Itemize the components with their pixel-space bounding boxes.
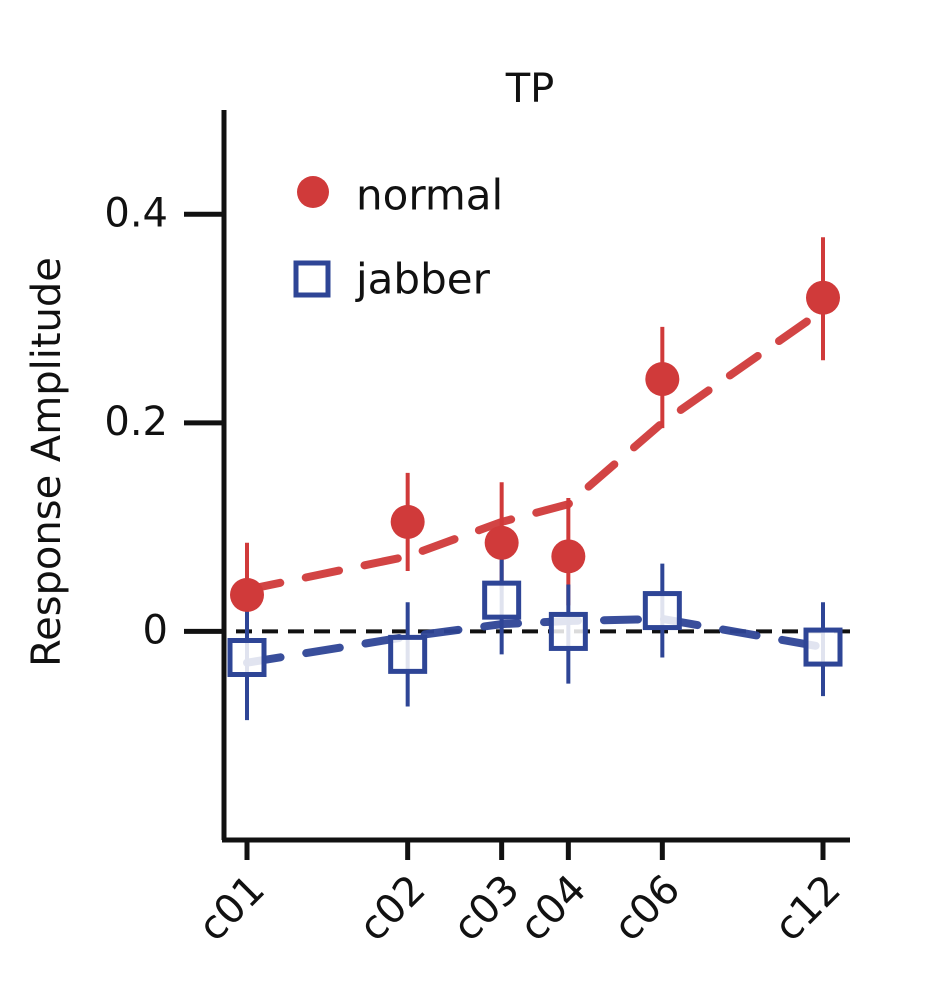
legend-label-normal: normal [356, 171, 503, 220]
y-axis: 0 0.2 0.4 [104, 110, 227, 840]
data-point-normal [230, 577, 264, 612]
x-tick-label: c01 [190, 866, 274, 950]
legend: normal jabber [293, 171, 503, 304]
data-point-normal [551, 539, 586, 574]
y-tick-label: 0 [143, 607, 168, 653]
data-point-jabber [388, 634, 428, 674]
data-points [227, 280, 843, 677]
legend-marker-normal [297, 176, 329, 208]
chart-title: TP [505, 66, 555, 112]
y-tick-label: 0.2 [104, 399, 168, 445]
data-point-jabber [482, 580, 522, 620]
x-tick-label: c02 [350, 866, 434, 950]
y-tick-label: 0.4 [104, 190, 168, 236]
data-point-jabber [227, 638, 267, 677]
fit-lines [243, 306, 827, 667]
x-tick-label: c03 [444, 866, 528, 950]
data-point-jabber [548, 611, 588, 651]
data-point-normal [390, 504, 425, 539]
legend-marker-jabber [293, 260, 331, 298]
data-point-normal [806, 280, 840, 315]
x-tick-label: c12 [766, 866, 850, 950]
legend-label-jabber: jabber [355, 255, 491, 304]
x-tick-label: c06 [605, 866, 689, 950]
fit-line-jabber [243, 614, 827, 667]
data-point-jabber [803, 627, 843, 667]
data-point-normal [645, 362, 680, 397]
x-tick-label: c04 [511, 866, 595, 950]
data-point-jabber [642, 591, 682, 631]
data-point-normal [484, 525, 519, 560]
fit-line-normal [243, 306, 827, 594]
y-axis-label: Response Amplitude [24, 257, 70, 667]
